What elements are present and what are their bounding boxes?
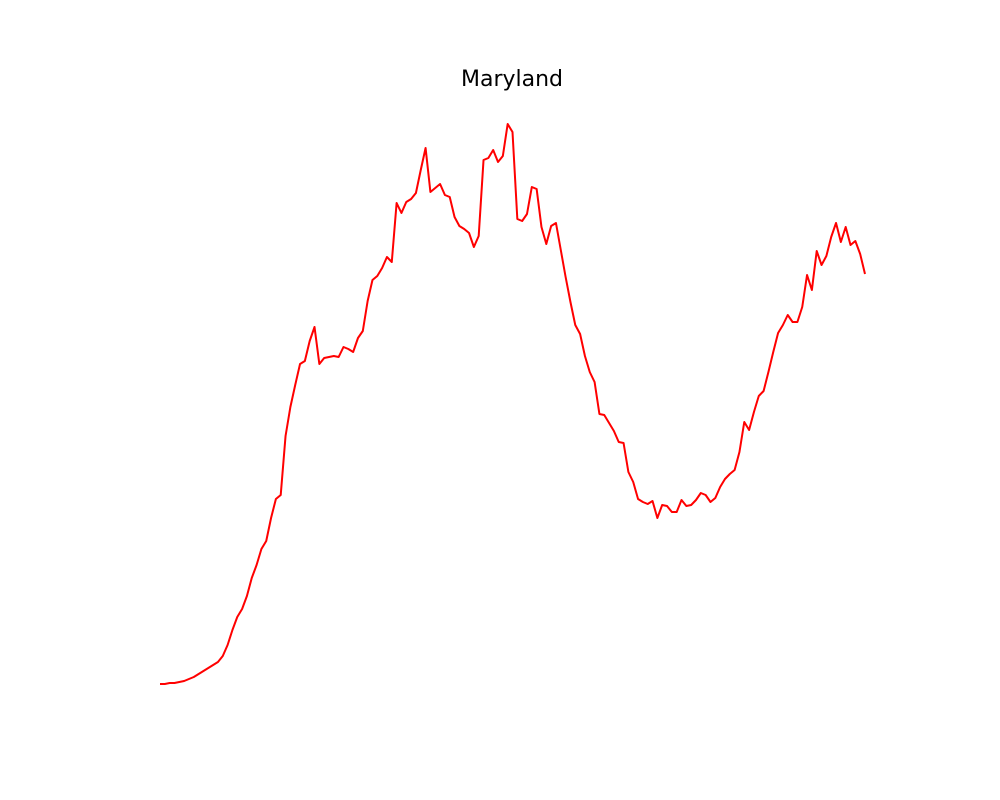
chart-title: Maryland	[461, 67, 563, 92]
data-line	[160, 123, 866, 685]
